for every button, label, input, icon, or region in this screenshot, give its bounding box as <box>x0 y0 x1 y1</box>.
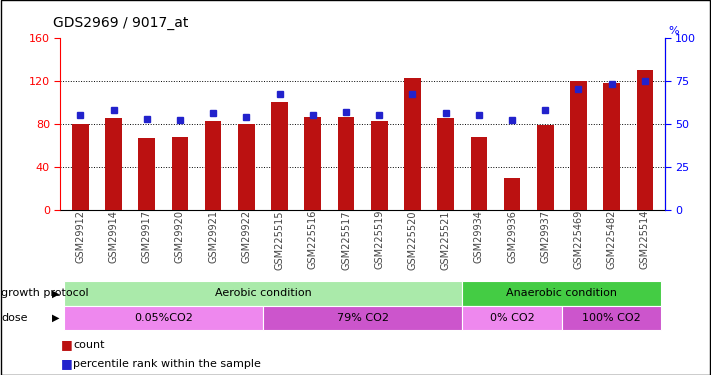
Bar <box>238 124 255 210</box>
Text: GSM29921: GSM29921 <box>208 210 218 263</box>
Text: GSM29922: GSM29922 <box>242 210 252 263</box>
Bar <box>205 120 222 210</box>
Bar <box>272 102 288 210</box>
Text: GSM225516: GSM225516 <box>308 210 318 269</box>
Bar <box>437 118 454 210</box>
Bar <box>604 83 620 210</box>
Text: ■: ■ <box>60 357 73 370</box>
Text: GSM29920: GSM29920 <box>175 210 185 263</box>
Text: GSM29917: GSM29917 <box>141 210 151 263</box>
Text: 100% CO2: 100% CO2 <box>582 313 641 323</box>
Bar <box>72 124 89 210</box>
Bar <box>338 117 354 210</box>
Bar <box>471 137 487 210</box>
Text: percentile rank within the sample: percentile rank within the sample <box>73 359 261 369</box>
Text: GSM225515: GSM225515 <box>274 210 284 270</box>
Text: GSM225482: GSM225482 <box>606 210 616 269</box>
Text: growth protocol: growth protocol <box>1 288 89 298</box>
Bar <box>636 70 653 210</box>
Text: ▶: ▶ <box>52 313 60 323</box>
Text: GSM29936: GSM29936 <box>507 210 517 263</box>
Text: GSM225469: GSM225469 <box>574 210 584 269</box>
Text: Aerobic condition: Aerobic condition <box>215 288 311 298</box>
Text: count: count <box>73 340 105 350</box>
Text: 79% CO2: 79% CO2 <box>336 313 389 323</box>
Text: GSM225514: GSM225514 <box>640 210 650 269</box>
Text: Anaerobic condition: Anaerobic condition <box>506 288 617 298</box>
Bar <box>171 137 188 210</box>
Bar <box>371 120 387 210</box>
Bar <box>537 125 554 210</box>
Bar <box>304 117 321 210</box>
Text: 0.05%CO2: 0.05%CO2 <box>134 313 193 323</box>
Bar <box>503 178 520 210</box>
Bar <box>139 138 155 210</box>
Text: GSM29912: GSM29912 <box>75 210 85 263</box>
Text: %: % <box>668 26 679 36</box>
Text: GSM29937: GSM29937 <box>540 210 550 263</box>
Text: dose: dose <box>1 313 28 323</box>
Text: ■: ■ <box>60 339 73 351</box>
Bar <box>404 78 421 210</box>
Text: GSM29914: GSM29914 <box>109 210 119 263</box>
Text: GSM225519: GSM225519 <box>374 210 384 269</box>
Text: GSM225520: GSM225520 <box>407 210 417 270</box>
Text: GDS2969 / 9017_at: GDS2969 / 9017_at <box>53 16 188 30</box>
Text: 0% CO2: 0% CO2 <box>490 313 535 323</box>
Bar <box>105 118 122 210</box>
Text: GSM29934: GSM29934 <box>474 210 483 263</box>
Text: GSM225521: GSM225521 <box>441 210 451 270</box>
Bar <box>570 81 587 210</box>
Text: ▶: ▶ <box>52 288 60 298</box>
Text: GSM225517: GSM225517 <box>341 210 351 270</box>
